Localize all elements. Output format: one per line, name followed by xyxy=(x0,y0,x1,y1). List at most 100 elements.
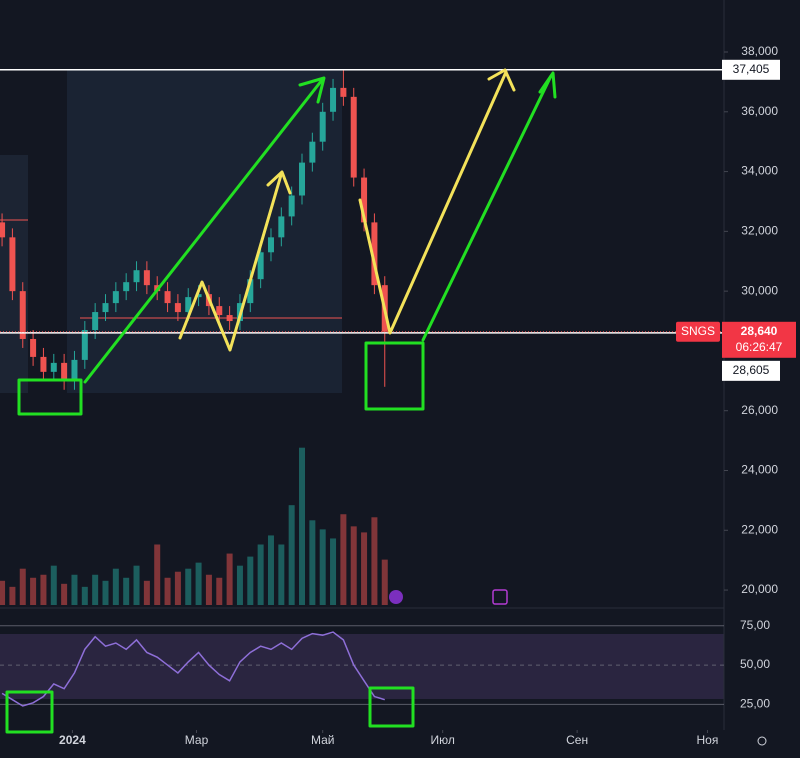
candle-body xyxy=(288,195,295,217)
volume-bar xyxy=(257,544,264,605)
event-icon[interactable] xyxy=(389,590,403,604)
volume-bar xyxy=(226,553,233,605)
candle-body xyxy=(0,222,6,238)
settings-icon[interactable] xyxy=(757,736,767,746)
highlight-box xyxy=(5,690,54,734)
candle-body xyxy=(61,362,68,381)
candle-body xyxy=(350,96,357,178)
countdown-label: 06:26:47 xyxy=(736,340,783,354)
y-tick-label: 36,000 xyxy=(741,104,778,118)
candle-body xyxy=(319,111,326,142)
y-tick-label: 20,000 xyxy=(741,582,778,596)
volume-bar xyxy=(205,574,212,605)
x-tick-label: 2024 xyxy=(59,733,86,747)
x-tick-label: Сен xyxy=(566,733,588,747)
y-tick-label: 24,000 xyxy=(741,463,778,477)
candle-body xyxy=(216,306,223,316)
arrow-head xyxy=(266,170,292,195)
price-label-box xyxy=(722,360,780,381)
candle-body xyxy=(309,141,316,163)
last-price-label: 28,640 xyxy=(741,324,778,338)
candle-body xyxy=(30,338,37,357)
volume-bar xyxy=(278,544,285,605)
candle-body xyxy=(164,291,171,304)
arrow-head xyxy=(538,71,557,99)
candle-body xyxy=(226,315,233,322)
volume-bar xyxy=(81,586,88,605)
price-label: 37,405 xyxy=(733,62,770,76)
volume-bar xyxy=(0,580,6,605)
volume-bar xyxy=(340,514,347,605)
candle-body xyxy=(133,270,140,283)
candle-body xyxy=(267,237,274,253)
volume-bar xyxy=(381,559,388,605)
volume-bar xyxy=(350,526,357,605)
volume-bar xyxy=(164,577,171,605)
volume-bar xyxy=(216,577,223,605)
volume-bar xyxy=(30,577,37,605)
arrow xyxy=(178,173,283,352)
x-tick-label: Май xyxy=(311,733,335,747)
candle-body xyxy=(81,330,88,360)
y-tick-label: 32,000 xyxy=(741,224,778,238)
arrow-head xyxy=(298,76,326,104)
volume-bar xyxy=(112,568,119,605)
volume-bar xyxy=(195,562,202,605)
volume-bar xyxy=(123,577,130,605)
candle-body xyxy=(102,303,109,313)
highlight-box xyxy=(17,378,83,416)
volume-bar xyxy=(102,580,109,605)
x-tick-label: Мар xyxy=(185,733,209,747)
rsi-tick-label: 75,00 xyxy=(740,618,770,632)
volume-bar xyxy=(236,565,243,605)
candle-body xyxy=(185,297,192,313)
volume-bar xyxy=(288,505,295,605)
price-label-box xyxy=(722,59,780,80)
volume-bar xyxy=(143,580,150,605)
rsi-band xyxy=(0,634,724,699)
rsi-line xyxy=(1,631,385,707)
candle-body xyxy=(247,279,254,304)
candle-body xyxy=(278,216,285,238)
y-tick-label: 34,000 xyxy=(741,164,778,178)
highlight-box xyxy=(364,341,425,411)
price-label: 28,605 xyxy=(733,363,770,377)
arrow xyxy=(421,74,553,342)
y-tick-label: 30,000 xyxy=(741,283,778,297)
volume-bar xyxy=(154,544,161,605)
candle-body xyxy=(371,222,378,286)
x-tick-label: Июл xyxy=(430,733,454,747)
candle-body xyxy=(361,177,368,223)
candle-body xyxy=(174,303,181,313)
volume-bar xyxy=(361,532,368,605)
volume-bar xyxy=(9,586,16,605)
volume-bar xyxy=(185,568,192,605)
x-tick-label: Ноя xyxy=(697,733,719,747)
volume-bar xyxy=(247,556,254,605)
rsi-tick-label: 50,00 xyxy=(740,657,770,671)
candle-body xyxy=(299,162,306,196)
symbol-box xyxy=(676,321,720,342)
volume-bar xyxy=(309,520,316,605)
event-icon[interactable] xyxy=(492,589,508,605)
candle-body xyxy=(330,87,337,112)
rsi-tick-label: 25,00 xyxy=(740,697,770,711)
volume-bar xyxy=(19,568,26,605)
annotations xyxy=(5,68,557,734)
candle-body xyxy=(9,237,16,292)
candle-body xyxy=(112,291,119,304)
candle-body xyxy=(143,270,150,286)
candle-body xyxy=(19,291,26,339)
candle-body xyxy=(123,282,130,292)
y-tick-label: 26,000 xyxy=(741,403,778,417)
volume-bar xyxy=(267,535,274,605)
volume-bar xyxy=(299,447,306,605)
volume-bar xyxy=(61,583,68,605)
y-tick-label: 22,000 xyxy=(741,522,778,536)
volume-bar xyxy=(71,574,78,605)
arrow xyxy=(358,70,508,335)
y-tick-label: 38,000 xyxy=(741,44,778,58)
volume-bar xyxy=(50,565,57,605)
volume-bar xyxy=(133,565,140,605)
